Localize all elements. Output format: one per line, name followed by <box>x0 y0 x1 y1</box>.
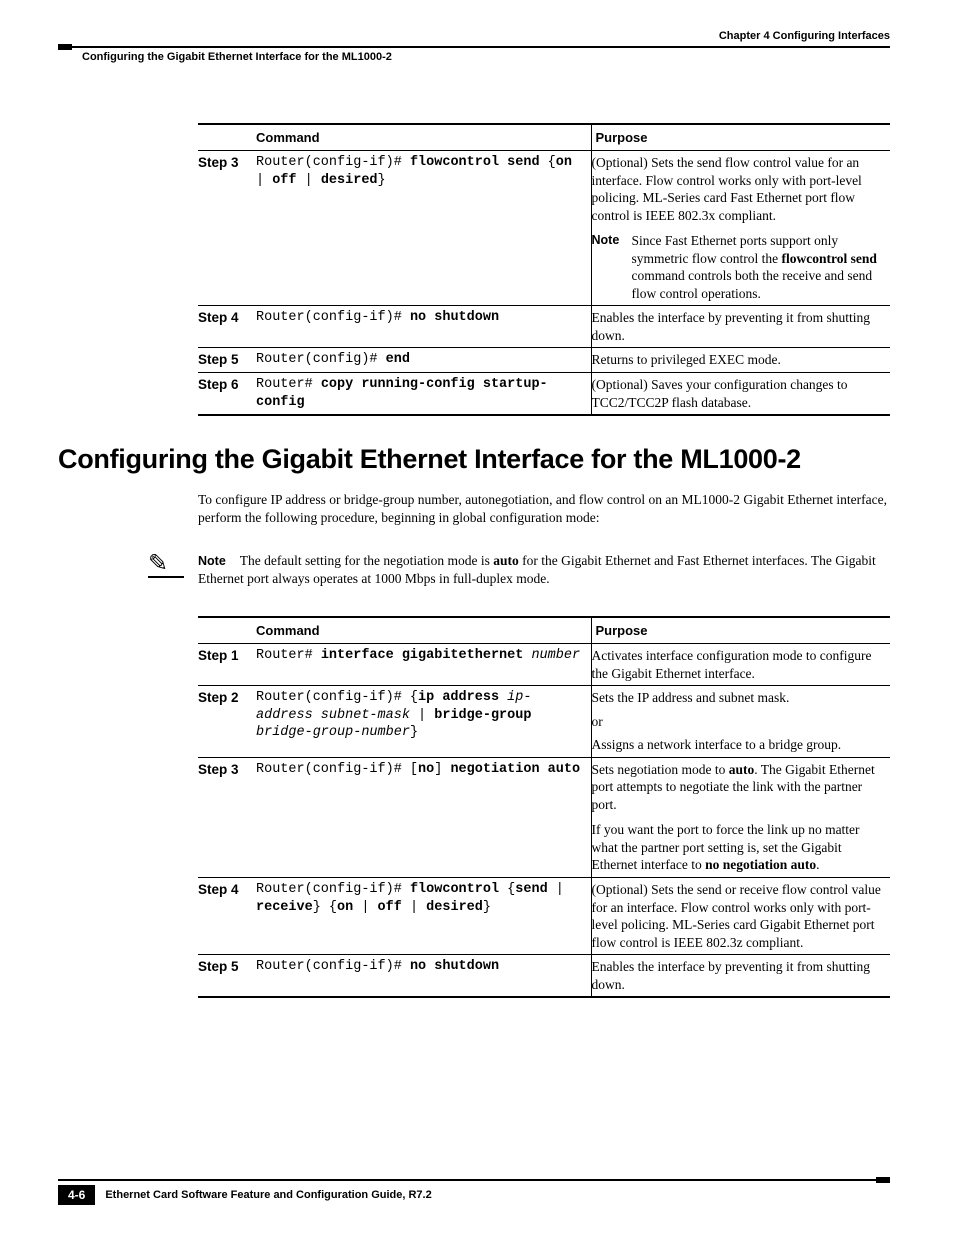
note-text: Since Fast Ethernet ports support only s… <box>632 232 887 302</box>
page-header: Chapter 4 Configuring Interfaces <box>58 30 890 42</box>
command-cell: Router# interface gigabitethernet number <box>256 643 591 685</box>
command-cell: Router# copy running-config startup-conf… <box>256 373 591 416</box>
section-heading: Configuring the Gigabit Ethernet Interfa… <box>58 444 890 475</box>
purpose-cell: Enables the interface by preventing it f… <box>591 306 890 348</box>
command-cell: Router(config-if)# flowcontrol {send | r… <box>256 878 591 955</box>
note-label: Note <box>592 232 632 302</box>
purpose-cell: (Optional) Saves your configuration chan… <box>591 373 890 416</box>
table-row: Step 5 Router(config)# end Returns to pr… <box>198 348 890 373</box>
command-cell: Router(config-if)# no shutdown <box>256 955 591 998</box>
table-row: Step 3 Router(config-if)# [no] negotiati… <box>198 757 890 877</box>
table-row: Step 5 Router(config-if)# no shutdown En… <box>198 955 890 998</box>
table-row: Step 4 Router(config-if)# no shutdown En… <box>198 306 890 348</box>
note-icon-column: ✎ <box>58 552 198 578</box>
procedure-table-1: Command Purpose Step 3 Router(config-if)… <box>198 123 890 416</box>
note-label: Note <box>198 554 226 568</box>
purpose-cell: Returns to privileged EXEC mode. <box>591 348 890 373</box>
purpose-text: (Optional) Sets the send flow control va… <box>592 154 887 224</box>
purpose-text: Assigns a network interface to a bridge … <box>592 736 887 754</box>
table-command-header: Command <box>256 617 591 644</box>
step-label: Step 3 <box>198 757 256 877</box>
page-footer: 4-6 Ethernet Card Software Feature and C… <box>58 1177 890 1205</box>
table-purpose-header: Purpose <box>591 617 890 644</box>
purpose-or: or <box>592 713 887 731</box>
step-label: Step 5 <box>198 955 256 998</box>
step-label: Step 1 <box>198 643 256 685</box>
footer-title: Ethernet Card Software Feature and Confi… <box>105 1189 890 1201</box>
step-label: Step 6 <box>198 373 256 416</box>
procedure-table-2: Command Purpose Step 1 Router# interface… <box>198 616 890 998</box>
purpose-text: Sets the IP address and subnet mask. <box>592 689 887 707</box>
step-label: Step 4 <box>198 878 256 955</box>
table-purpose-header: Purpose <box>591 124 890 151</box>
step-label: Step 5 <box>198 348 256 373</box>
chapter-label: Chapter 4 Configuring Interfaces <box>58 30 890 42</box>
footer-rule <box>58 1177 890 1183</box>
table-command-header: Command <box>256 124 591 151</box>
page-number: 4-6 <box>58 1185 95 1205</box>
pencil-icon: ✎ <box>148 552 198 576</box>
note-body: NoteThe default setting for the negotiat… <box>198 552 890 588</box>
table-row: Step 2 Router(config-if)# {ip address ip… <box>198 686 890 758</box>
table-row: Step 4 Router(config-if)# flowcontrol {s… <box>198 878 890 955</box>
purpose-cell: (Optional) Sets the send or receive flow… <box>591 878 890 955</box>
table-blank-header <box>198 617 256 644</box>
step-label: Step 4 <box>198 306 256 348</box>
table-row: Step 1 Router# interface gigabitethernet… <box>198 643 890 685</box>
purpose-cell: Enables the interface by preventing it f… <box>591 955 890 998</box>
purpose-cell: (Optional) Sets the send flow control va… <box>591 151 890 306</box>
purpose-cell: Sets the IP address and subnet mask. or … <box>591 686 890 758</box>
table-row: Step 6 Router# copy running-config start… <box>198 373 890 416</box>
step-label: Step 2 <box>198 686 256 758</box>
section-intro-paragraph: To configure IP address or bridge-group … <box>198 491 890 527</box>
command-cell: Router(config-if)# [no] negotiation auto <box>256 757 591 877</box>
purpose-text: If you want the port to force the link u… <box>592 821 887 874</box>
note-callout: ✎ NoteThe default setting for the negoti… <box>58 552 890 588</box>
command-cell: Router(config-if)# flowcontrol send {on … <box>256 151 591 306</box>
purpose-cell: Sets negotiation mode to auto. The Gigab… <box>591 757 890 877</box>
running-section-title: Configuring the Gigabit Ethernet Interfa… <box>82 51 890 63</box>
command-cell: Router(config-if)# no shutdown <box>256 306 591 348</box>
inline-note: Note Since Fast Ethernet ports support o… <box>592 232 887 302</box>
step-label: Step 3 <box>198 151 256 306</box>
purpose-text: Sets negotiation mode to auto. The Gigab… <box>592 761 887 814</box>
table-row: Step 3 Router(config-if)# flowcontrol se… <box>198 151 890 306</box>
command-cell: Router(config)# end <box>256 348 591 373</box>
purpose-cell: Activates interface configuration mode t… <box>591 643 890 685</box>
table-blank-header <box>198 124 256 151</box>
header-rule <box>58 44 890 50</box>
command-cell: Router(config-if)# {ip address ip-addres… <box>256 686 591 758</box>
